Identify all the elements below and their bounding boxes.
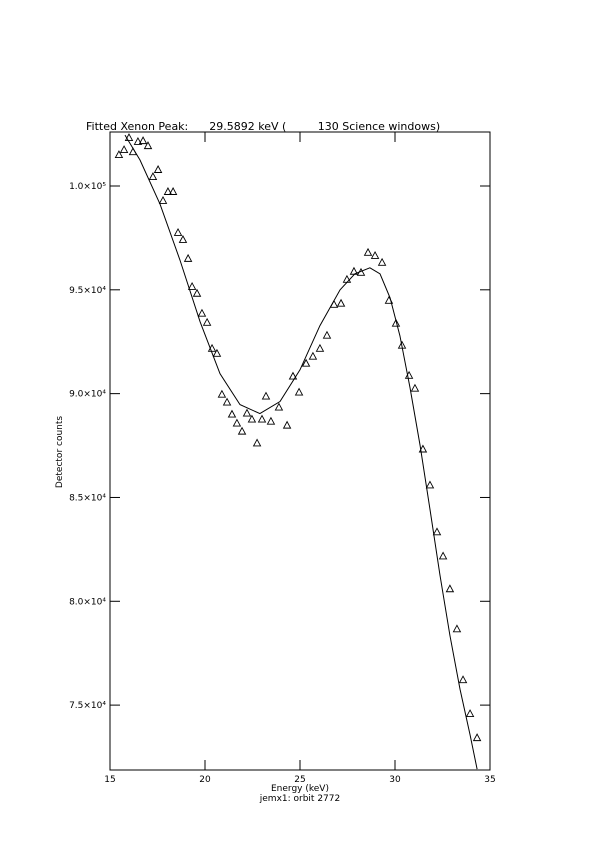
data-point <box>158 195 168 204</box>
data-point <box>308 351 318 360</box>
data-point <box>197 308 207 317</box>
data-point <box>458 675 468 684</box>
data-point <box>301 358 311 367</box>
data-point <box>252 438 262 447</box>
fit-line <box>124 134 478 770</box>
y-tick-label: 7.5×10⁴ <box>69 701 106 711</box>
data-point <box>119 145 129 154</box>
data-point <box>432 527 442 536</box>
data-point <box>410 383 420 392</box>
data-point <box>363 247 373 256</box>
data-point <box>315 343 325 352</box>
data-point <box>183 253 193 262</box>
data-point <box>232 418 242 427</box>
data-point <box>266 416 276 425</box>
data-point <box>178 235 188 243</box>
data-point <box>247 414 257 423</box>
data-point <box>445 584 455 593</box>
y-tick-label: 8.0×10⁴ <box>69 597 106 607</box>
x-tick-label: 20 <box>199 775 211 785</box>
data-point <box>322 330 332 339</box>
x-tick-label: 30 <box>389 775 401 785</box>
data-point <box>222 397 232 406</box>
y-tick-label: 9.0×10⁴ <box>69 390 106 400</box>
data-point <box>452 624 462 633</box>
data-point <box>143 141 153 150</box>
data-point <box>377 257 387 266</box>
data-point <box>227 409 237 418</box>
chart-title: Fitted Xenon Peak: 29.5892 keV ( 130 Sci… <box>86 120 440 133</box>
data-point <box>465 709 475 717</box>
data-point <box>148 172 158 181</box>
data-point <box>212 348 222 357</box>
data-point <box>173 227 183 236</box>
x-axis-label: Energy (keV) <box>271 784 329 794</box>
data-point <box>187 281 197 290</box>
x-tick-label: 35 <box>484 775 495 785</box>
data-point <box>114 150 124 158</box>
data-point <box>336 298 346 307</box>
data-point <box>418 444 428 453</box>
data-point <box>192 288 202 297</box>
data-point <box>242 408 252 417</box>
data-point <box>294 387 304 396</box>
x-tick-label: 15 <box>104 775 115 785</box>
x-tick-label: 25 <box>294 775 305 785</box>
y-tick-label: 1.0×10⁵ <box>69 182 106 192</box>
data-point <box>124 133 134 141</box>
data-point <box>274 402 284 411</box>
y-tick-label: 9.5×10⁴ <box>69 286 106 296</box>
data-point <box>261 391 271 400</box>
data-point <box>391 318 401 327</box>
data-point <box>153 165 163 173</box>
y-axis-label: Detector counts <box>55 416 65 488</box>
data-point <box>282 420 292 429</box>
data-point <box>202 317 212 326</box>
y-tick-label: 8.5×10⁴ <box>69 493 106 503</box>
data-point <box>138 136 148 145</box>
data-point <box>425 480 435 489</box>
data-point <box>370 251 380 259</box>
data-point <box>163 187 173 195</box>
data-point <box>168 187 178 195</box>
data-point <box>288 371 298 380</box>
data-point <box>133 137 143 145</box>
data-point <box>237 426 247 435</box>
data-point <box>257 414 267 423</box>
data-point <box>472 733 482 742</box>
subtitle: jemx1: orbit 2772 <box>259 794 340 804</box>
data-point <box>438 551 448 560</box>
data-point <box>217 389 227 398</box>
